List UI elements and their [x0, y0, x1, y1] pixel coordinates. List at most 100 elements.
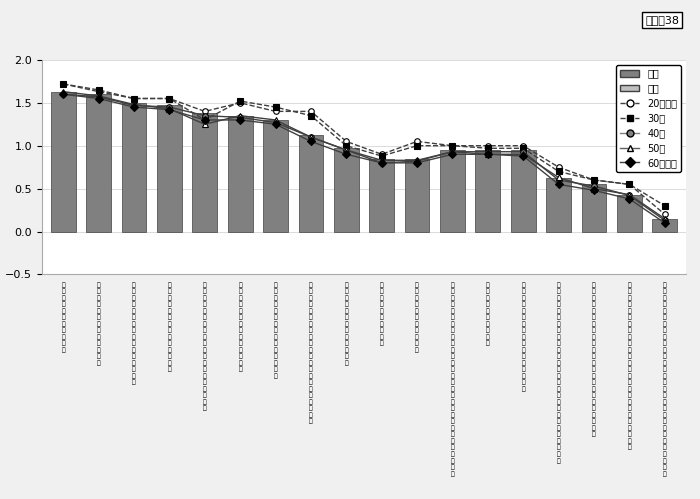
50代: [661, 216, 669, 222]
Line: 60代以上: 60代以上: [60, 91, 668, 226]
20代以下: [130, 95, 138, 101]
20代以下: [59, 81, 67, 87]
40代: [590, 183, 598, 189]
30代: [272, 104, 280, 110]
60代以上: [342, 151, 351, 157]
40代: [377, 160, 386, 166]
60代以上: [413, 160, 421, 166]
50代: [59, 89, 67, 95]
40代: [272, 120, 280, 126]
50代: [94, 93, 103, 99]
Bar: [193, 113, 217, 232]
Bar: [263, 120, 288, 232]
40代: [554, 177, 563, 183]
Bar: [652, 219, 677, 232]
30代: [554, 169, 563, 175]
20代以下: [342, 138, 351, 144]
60代以上: [484, 151, 492, 157]
Bar: [86, 94, 111, 232]
50代: [413, 157, 421, 163]
30代: [448, 143, 456, 149]
Bar: [122, 103, 146, 232]
Bar: [228, 116, 253, 232]
60代以上: [554, 181, 563, 187]
50代: [554, 175, 563, 181]
30代: [661, 203, 669, 209]
Bar: [475, 150, 500, 232]
40代: [94, 94, 103, 100]
50代: [165, 106, 174, 112]
40代: [307, 134, 315, 140]
Bar: [370, 159, 394, 232]
60代以上: [59, 91, 67, 97]
Bar: [405, 159, 430, 232]
20代以下: [165, 95, 174, 101]
40代: [236, 114, 244, 120]
20代以下: [484, 143, 492, 149]
Bar: [157, 105, 182, 232]
40代: [625, 193, 634, 199]
50代: [201, 121, 209, 127]
Bar: [334, 148, 358, 232]
30代: [307, 113, 315, 119]
50代: [342, 147, 351, 153]
30代: [236, 98, 244, 104]
Bar: [546, 178, 571, 232]
20代以下: [554, 164, 563, 170]
40代: [59, 91, 67, 97]
20代以下: [236, 100, 244, 106]
50代: [272, 117, 280, 123]
60代以上: [625, 196, 634, 202]
50代: [484, 151, 492, 157]
30代: [94, 87, 103, 93]
30代: [413, 143, 421, 149]
40代: [448, 149, 456, 155]
20代以下: [590, 177, 598, 183]
60代以上: [590, 187, 598, 193]
60代以上: [130, 104, 138, 110]
Line: 40代: 40代: [60, 91, 668, 223]
40代: [484, 149, 492, 155]
60代以上: [661, 220, 669, 226]
Text: 図２－38: 図２－38: [645, 15, 679, 25]
20代以下: [625, 181, 634, 187]
Bar: [582, 184, 606, 232]
Line: 30代: 30代: [60, 81, 668, 209]
50代: [590, 186, 598, 192]
50代: [625, 192, 634, 198]
Bar: [51, 92, 76, 232]
40代: [201, 113, 209, 119]
40代: [519, 149, 527, 155]
40代: [130, 102, 138, 108]
20代以下: [661, 212, 669, 218]
20代以下: [94, 89, 103, 95]
30代: [625, 181, 634, 187]
20代以下: [377, 151, 386, 157]
50代: [519, 151, 527, 157]
20代以下: [307, 108, 315, 114]
50代: [307, 134, 315, 140]
50代: [130, 101, 138, 107]
60代以上: [448, 151, 456, 157]
Bar: [617, 196, 642, 232]
Legend: 男性, 女性, 20代以下, 30代, 40代, 50代, 60代以上: 男性, 女性, 20代以下, 30代, 40代, 50代, 60代以上: [616, 65, 681, 172]
50代: [236, 113, 244, 119]
Line: 20代以下: 20代以下: [60, 81, 668, 217]
50代: [448, 149, 456, 155]
60代以上: [201, 117, 209, 123]
30代: [519, 145, 527, 151]
30代: [342, 143, 351, 149]
50代: [377, 157, 386, 163]
30代: [377, 153, 386, 159]
30代: [590, 177, 598, 183]
60代以上: [94, 95, 103, 101]
20代以下: [201, 108, 209, 114]
60代以上: [272, 121, 280, 127]
Bar: [298, 135, 323, 232]
20代以下: [519, 143, 527, 149]
20代以下: [413, 138, 421, 144]
60代以上: [519, 153, 527, 159]
Bar: [511, 150, 536, 232]
30代: [201, 117, 209, 123]
Bar: [440, 150, 465, 232]
